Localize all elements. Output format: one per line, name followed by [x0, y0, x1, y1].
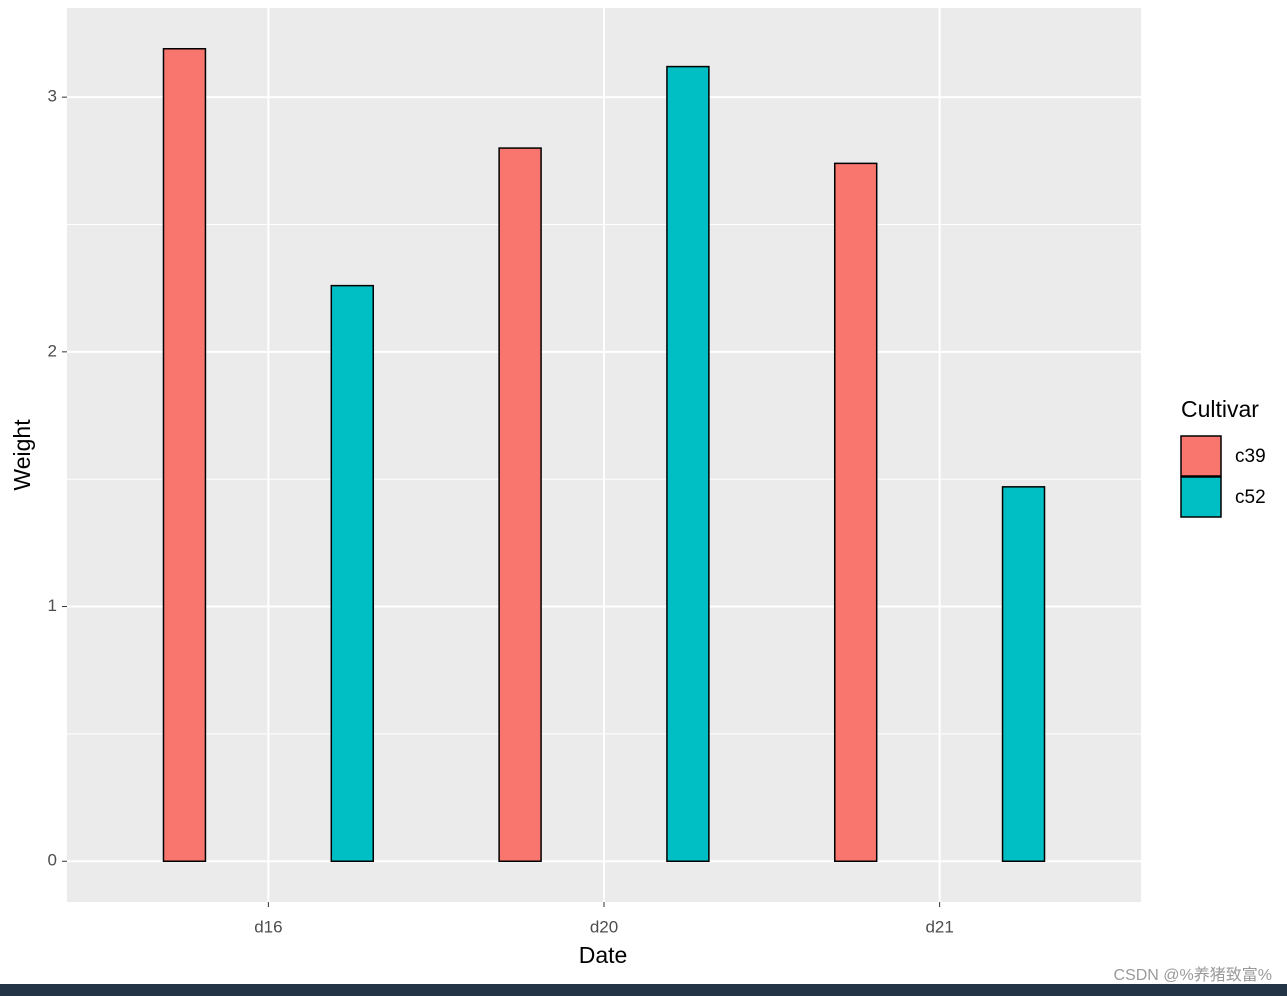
x-tick-label: d16: [254, 917, 282, 936]
bar: [666, 65, 710, 862]
legend-title: Cultivar: [1181, 396, 1259, 422]
y-tick-label: 0: [48, 851, 57, 870]
bar: [1001, 486, 1046, 862]
bar: [498, 147, 542, 862]
grid: [67, 8, 1141, 902]
x-axis-title: Date: [579, 942, 628, 968]
legend-key: [1180, 476, 1222, 518]
bar: [162, 48, 207, 862]
x-tick-label: d21: [925, 917, 953, 936]
legend-label: c52: [1235, 487, 1266, 508]
legend-key: [1180, 435, 1222, 477]
bar: [833, 162, 878, 862]
watermark: CSDN @%养猪致富%: [1114, 966, 1272, 984]
y-tick-label: 1: [48, 596, 57, 615]
footer-bar: [0, 984, 1287, 996]
bar: [330, 284, 375, 862]
marks: [162, 48, 1046, 862]
x-tick-label: d20: [590, 917, 618, 936]
y-tick-label: 3: [48, 87, 57, 106]
y-axis-title: Weight: [9, 419, 35, 491]
legend-label: c39: [1235, 446, 1266, 467]
y-tick-label: 2: [48, 341, 57, 360]
